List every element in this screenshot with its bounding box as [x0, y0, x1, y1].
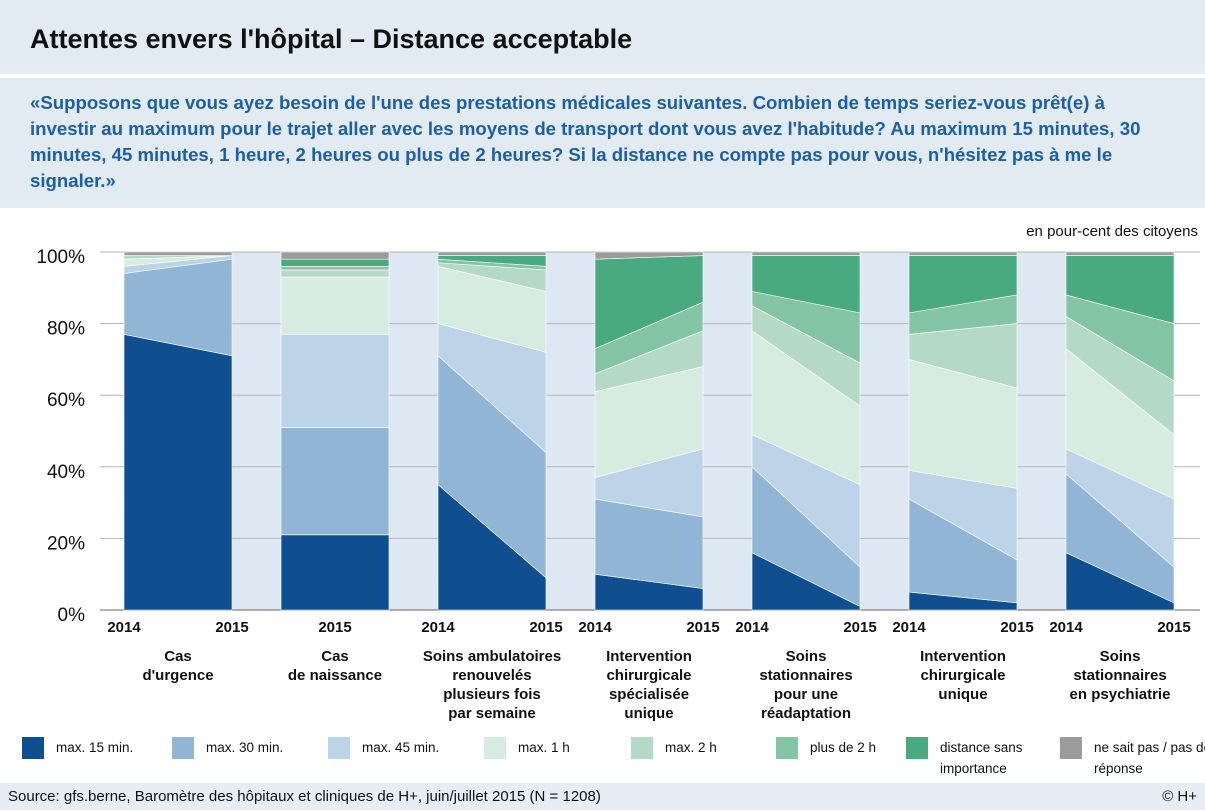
y-tick-label: 80%: [47, 319, 85, 340]
area-segment: [123, 251, 233, 256]
question: «Supposons que vous ayez besoin de l'une…: [0, 74, 1205, 200]
legend-swatch: [631, 737, 653, 759]
title: Attentes envers l'hôpital – Distance acc…: [0, 0, 1205, 64]
area-segment: [594, 251, 704, 260]
group-gap: [860, 252, 909, 610]
category-label: renouvelés: [452, 667, 531, 684]
category-label: d'urgence: [142, 667, 213, 684]
period-label: 2014: [735, 619, 769, 636]
category-label: de naissance: [288, 667, 382, 684]
legend-label: max. 2 h: [665, 740, 717, 755]
legend-swatch: [776, 737, 798, 759]
unit-note: en pour-cent des citoyens: [1026, 223, 1198, 240]
period-label: 2014: [1049, 619, 1083, 636]
category-label: stationnaires: [759, 667, 852, 684]
area-segment: [437, 251, 547, 256]
area-segment: [280, 334, 390, 428]
legend-swatch: [22, 737, 44, 759]
group-gap: [1017, 252, 1066, 610]
category-label: pour une: [774, 686, 838, 703]
period-label: 2014: [421, 619, 455, 636]
period-label: 2015: [843, 619, 876, 636]
y-tick-label: 0%: [58, 605, 86, 626]
legend-swatch: [1060, 737, 1082, 759]
category-label: par semaine: [448, 705, 536, 722]
area-segment: [751, 251, 861, 256]
category-label: stationnaires: [1073, 667, 1166, 684]
legend-label: max. 45 min.: [362, 740, 440, 755]
area-segment: [280, 427, 390, 536]
category-label: spécialisée: [609, 686, 689, 703]
group-gap: [546, 252, 595, 610]
legend-label: max. 30 min.: [206, 740, 284, 755]
category-label: Soins ambulatoires: [423, 648, 561, 665]
area-segment: [280, 266, 390, 271]
area-segment: [280, 276, 390, 335]
category-label: Intervention: [606, 648, 692, 665]
category-label: Cas: [164, 648, 192, 665]
y-tick-label: 20%: [47, 533, 85, 554]
period-label: 2015: [1157, 619, 1190, 636]
chart: en pour-cent des citoyens 0% 20% 40% 60% 80%…: [36, 223, 1200, 722]
category-label: Cas: [321, 648, 349, 665]
legend-swatch: [484, 737, 506, 759]
area-segment: [123, 333, 233, 611]
source: Source: gfs.berne, Baromètre des hôpitau…: [8, 788, 601, 805]
area-segment: [280, 269, 390, 278]
category-label: chirurgicale: [606, 667, 691, 684]
period-label: 2015: [686, 619, 719, 636]
period-label: 2015: [1000, 619, 1033, 636]
period-label: 2014: [107, 619, 141, 636]
category-label: unique: [938, 686, 987, 703]
legend-label: plus de 2 h: [810, 740, 877, 755]
category-label: plusieurs fois: [443, 686, 541, 703]
legend-label: max. 15 min.: [56, 740, 134, 755]
period-label: 2015: [215, 619, 248, 636]
period-label: 2015: [529, 619, 562, 636]
category-label: réadaptation: [761, 705, 851, 722]
y-tick-label: 100%: [36, 247, 85, 268]
group-gap: [389, 252, 438, 610]
area-segment: [908, 251, 1018, 256]
y-tick-label: 60%: [47, 390, 85, 411]
area-segment: [280, 251, 390, 260]
legend-label: ne sait pas / pas de réponse: [1094, 740, 1205, 776]
copyright: © H+: [1162, 788, 1197, 805]
period-label: 2015: [318, 619, 351, 636]
legend-swatch: [328, 737, 350, 759]
area-segment: [280, 534, 390, 611]
category-label: Soins: [1100, 648, 1141, 665]
category-label: unique: [624, 705, 673, 722]
legend-swatch: [172, 737, 194, 759]
legend-swatch: [906, 737, 928, 759]
category-label: Soins: [786, 648, 827, 665]
legend-label: max. 1 h: [518, 740, 570, 755]
category-label: Intervention: [920, 648, 1006, 665]
category-label: chirurgicale: [920, 667, 1005, 684]
group-gap: [232, 252, 281, 610]
category-label: en psychiatrie: [1070, 686, 1171, 703]
area-segment: [280, 258, 390, 267]
period-label: 2014: [892, 619, 926, 636]
y-tick-label: 40%: [47, 462, 85, 483]
area-segment: [1065, 251, 1175, 256]
legend-label: distance sans importance: [940, 740, 1023, 776]
period-label: 2014: [578, 619, 612, 636]
group-gap: [703, 252, 752, 610]
